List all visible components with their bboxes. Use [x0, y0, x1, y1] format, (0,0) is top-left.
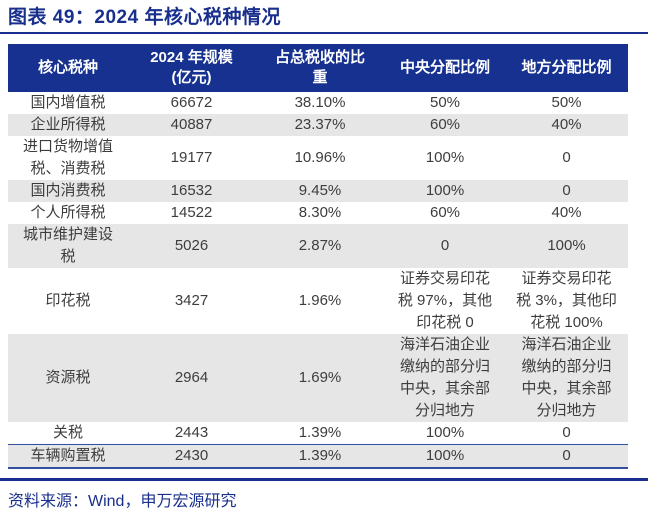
table-cell: 1.69%: [298, 369, 342, 386]
column-header: 占总税收的比 重: [255, 44, 385, 92]
tax-table: 核心税种 2024 年规模 (亿元) 占总税收的比 重中央分配比例 地方分配比例 国内…: [8, 44, 628, 469]
table-cell: 40%: [551, 116, 582, 133]
table-cell: 印花税: [45, 292, 91, 309]
table-cell: 企业所得税: [30, 116, 106, 133]
table-cell: 66672: [170, 94, 213, 111]
table-cell: 1.96%: [298, 292, 342, 309]
table-cell: 100%: [547, 237, 586, 254]
table-cell: 0: [562, 149, 571, 166]
table-header: 核心税种 2024 年规模 (亿元) 占总税收的比 重中央分配比例 地方分配比例: [8, 44, 628, 92]
table-cell: 2430: [174, 447, 209, 464]
table-cell: 40%: [551, 204, 582, 221]
figure-title: 图表 49：2024 年核心税种情况: [8, 7, 281, 28]
table-cell: 1.39%: [298, 424, 342, 441]
table-cell: 证券交易印花税 3%，其他印花税 100%: [516, 270, 617, 331]
table-cell: 50%: [551, 94, 582, 111]
table-row: 资源税 2964 1.69% 海洋石油企业缴纳的部分归中央，其余部分归地方 海洋石油企业…: [8, 334, 628, 422]
table-cell: 100%: [425, 447, 465, 464]
table-cell: 5026: [174, 237, 209, 254]
table-cell: 16532: [170, 182, 213, 199]
table-cell: 38.10%: [294, 94, 346, 111]
table-row: 城市维护建设税 5026 2.87% 0 100%: [8, 224, 628, 268]
table-cell: 证券交易印花税 97%，其他印花税 0: [397, 270, 493, 331]
table-cell: 100%: [425, 182, 465, 199]
table-cell: 1.39%: [298, 447, 342, 464]
title-underline: [0, 32, 648, 34]
column-header: 中央分配比例: [385, 44, 505, 92]
table-cell: 40887: [170, 116, 213, 133]
table-cell: 0: [562, 424, 571, 441]
table-cell: 国内增值税: [30, 94, 106, 111]
table-cell: 8.30%: [298, 204, 342, 221]
table-cell: 60%: [429, 204, 461, 221]
table-cell: 车辆购置税: [30, 447, 106, 464]
table-cell: 0: [562, 447, 571, 464]
table-cell: 国内消费税: [30, 182, 106, 199]
table-row: 国内增值税 66672 38.10% 50% 50%: [8, 92, 628, 114]
table-cell: 60%: [429, 116, 461, 133]
column-header: 地方分配比例: [505, 44, 628, 92]
table-cell: 2964: [174, 369, 209, 386]
table-cell: 海洋石油企业缴纳的部分归中央，其余部分归地方: [399, 336, 490, 419]
table-cell: 0: [562, 182, 571, 199]
column-header: 核心税种: [8, 44, 128, 92]
column-header: 2024 年规模 (亿元): [128, 44, 255, 92]
table-cell: 城市维护建设税: [22, 226, 113, 265]
table-cell: 23.37%: [294, 116, 346, 133]
table-row: 个人所得税 14522 8.30% 60% 40%: [8, 202, 628, 224]
table-cell: 10.96%: [294, 149, 346, 166]
table-cell: 个人所得税: [30, 204, 106, 221]
table-cell: 海洋石油企业缴纳的部分归中央，其余部分归地方: [521, 336, 612, 419]
footer-divider: [0, 478, 648, 481]
table-row: 关税 2443 1.39% 100% 0: [8, 422, 628, 445]
table-cell: 2443: [174, 424, 209, 441]
table-cell: 资源税: [45, 369, 91, 386]
source-note: 资料来源：Wind，申万宏源研究: [8, 493, 237, 510]
table-cell: 0: [440, 237, 450, 254]
table-row: 印花税 3427 1.96% 证券交易印花税 97%，其他印花税 0 证券交易印花税 3…: [8, 268, 628, 334]
header-row: 核心税种 2024 年规模 (亿元) 占总税收的比 重中央分配比例 地方分配比例: [8, 44, 628, 92]
table-row: 国内消费税 16532 9.45% 100% 0: [8, 180, 628, 202]
table-body: 国内增值税 66672 38.10% 50% 50% 企业所得税 40887 23.37% 60…: [8, 92, 628, 468]
table-cell: 进口货物增值税、消费税: [22, 138, 113, 177]
table-row: 进口货物增值税、消费税 19177 10.96% 100% 0: [8, 136, 628, 180]
table-row: 企业所得税 40887 23.37% 60% 40%: [8, 114, 628, 136]
table-cell: 3427: [174, 292, 209, 309]
table-cell: 2.87%: [298, 237, 342, 254]
table-cell: 19177: [170, 149, 213, 166]
table-cell: 100%: [425, 424, 465, 441]
table-cell: 100%: [425, 149, 465, 166]
table-cell: 关税: [52, 424, 83, 441]
table-cell: 14522: [170, 204, 213, 221]
table-cell: 50%: [429, 94, 461, 111]
table-row: 车辆购置税 2430 1.39% 100% 0: [8, 444, 628, 468]
table-cell: 9.45%: [298, 182, 342, 199]
